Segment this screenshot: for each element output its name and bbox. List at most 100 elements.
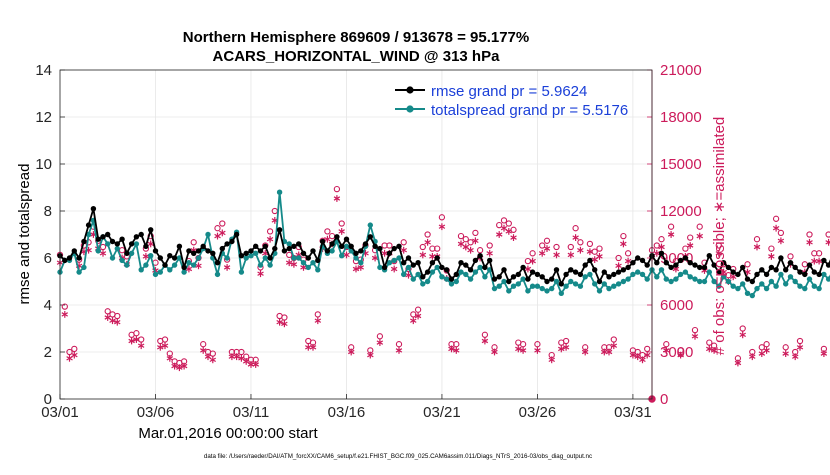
rmse-point <box>119 236 125 242</box>
x-tick-label: 03/16 <box>328 404 366 421</box>
rmse-point <box>630 260 636 266</box>
legend-totalspread-marker <box>406 105 414 113</box>
rmse-point <box>811 269 817 275</box>
rmse-point <box>167 253 173 259</box>
totalspread-point <box>568 278 574 285</box>
totalspread-point <box>391 257 397 264</box>
assimilated-point <box>644 351 651 359</box>
totalspread-point <box>825 276 830 282</box>
totalspread-point <box>797 283 803 289</box>
assimilated-point <box>691 332 699 340</box>
assimilated-point <box>338 228 345 235</box>
rmse-point <box>568 267 574 273</box>
totalspread-point <box>405 264 412 271</box>
possible-point <box>753 236 761 243</box>
assimilated-point <box>500 224 508 232</box>
rmse-point <box>792 264 798 271</box>
totalspread-point <box>343 243 350 249</box>
possible-point <box>376 333 384 340</box>
rmse-point <box>85 222 92 228</box>
assimilated-point <box>663 347 670 354</box>
assimilated-point <box>128 337 135 345</box>
totalspread-point <box>420 281 426 287</box>
possible-point <box>414 306 422 313</box>
totalspread-point <box>778 271 784 278</box>
possible-point <box>114 312 121 320</box>
possible-point <box>481 331 489 338</box>
left-tick-label: 4 <box>44 297 52 314</box>
rmse-point <box>276 227 283 233</box>
assimilated-point <box>534 347 541 354</box>
totalspread-point <box>630 271 636 278</box>
rmse-point <box>415 260 421 266</box>
rmse-point <box>515 271 521 278</box>
assimilated-point <box>543 245 551 252</box>
totalspread-point <box>477 264 483 271</box>
totalspread-point <box>386 260 393 266</box>
rmse-point <box>635 255 641 261</box>
legend-totalspread-label: totalspread grand pr = 5.5176 <box>431 102 628 119</box>
rmse-point <box>496 274 502 280</box>
possible-point <box>200 341 207 348</box>
assimilated-point <box>749 353 756 361</box>
rmse-point <box>654 260 660 266</box>
totalspread-point <box>754 285 760 292</box>
left-y-axis-label: rmse and totalspread <box>16 164 33 305</box>
totalspread-point <box>768 278 775 285</box>
totalspread-point <box>434 264 440 271</box>
assimilated-point <box>481 337 489 345</box>
rmse-point <box>229 238 235 245</box>
assimilated-point <box>276 318 283 326</box>
assimilated-point <box>529 257 536 265</box>
assimilated-point <box>104 314 111 321</box>
rmse-point <box>305 255 311 261</box>
x-tick-label: 03/26 <box>519 404 557 421</box>
assimilated-point <box>147 240 154 248</box>
rmse-point <box>735 271 741 278</box>
rmse-point <box>558 281 564 287</box>
possible-point <box>744 261 751 268</box>
chart-subtitle: ACARS_HORIZONTAL_WIND @ 313 hPa <box>213 48 501 65</box>
possible-point <box>691 326 699 334</box>
rmse-point <box>296 241 302 247</box>
assimilated-point <box>796 343 804 351</box>
possible-point <box>806 231 813 238</box>
possible-point <box>667 223 675 230</box>
possible-point <box>118 247 126 254</box>
totalspread-point <box>759 281 765 287</box>
rmse-point <box>448 276 455 282</box>
totalspread-point <box>701 278 708 285</box>
left-tick-label: 14 <box>35 62 52 79</box>
totalspread-point <box>735 285 741 292</box>
assimilated-point <box>333 195 341 202</box>
rmse-point <box>615 269 622 275</box>
assimilated-point <box>290 260 298 268</box>
possible-point <box>395 341 403 348</box>
possible-point <box>266 228 274 235</box>
possible-point <box>400 239 407 246</box>
possible-point <box>562 337 570 345</box>
assimilated-point <box>524 265 532 273</box>
assimilated-point <box>467 246 474 254</box>
possible-point <box>486 242 493 249</box>
rmse-point <box>353 250 359 256</box>
totalspread-point <box>558 290 564 296</box>
totalspread-point <box>358 260 364 266</box>
totalspread-point <box>448 281 455 287</box>
totalspread-point <box>176 255 183 261</box>
rmse-point <box>825 262 830 268</box>
totalspread-point <box>663 276 669 282</box>
rmse-point <box>148 227 154 233</box>
totalspread-point <box>410 276 416 282</box>
rmse-point <box>95 236 101 242</box>
rmse-point <box>754 271 760 278</box>
possible-point <box>472 229 479 237</box>
possible-point <box>624 250 632 257</box>
totalspread-point <box>635 269 641 275</box>
rmse-point <box>171 255 178 261</box>
totalspread-point <box>601 281 607 287</box>
rmse-point <box>668 264 674 271</box>
rmse-point <box>362 241 369 247</box>
rmse-point <box>682 255 689 261</box>
possible-point <box>434 245 441 252</box>
